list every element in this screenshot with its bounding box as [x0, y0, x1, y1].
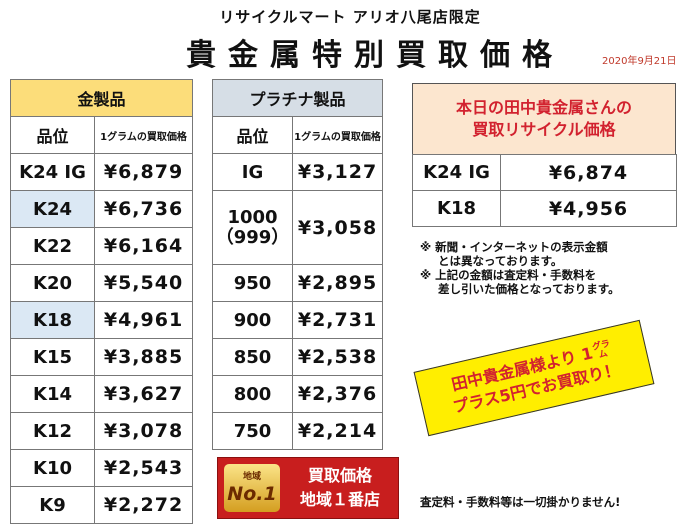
- banner-line1: 買取価格: [307, 466, 372, 485]
- gold-price: ¥2,543: [93, 449, 194, 487]
- platinum-price: ¥2,538: [291, 338, 384, 376]
- table-row: K14 ¥3,627: [10, 375, 194, 413]
- banner-line2: 地域１番店: [299, 490, 380, 509]
- tanaka-title-line1: 本日の田中貴金属さんの: [455, 98, 632, 117]
- gold-table-title: 金製品: [9, 79, 194, 117]
- table-row: K18 ¥4,961: [10, 301, 194, 339]
- platinum-price-table: プラチナ製品 品位 1グラムの買取価格 IG ¥3,127 1000 （999） …: [211, 79, 384, 450]
- gold-price-header: 1グラムの買取価格: [93, 116, 194, 154]
- table-row: 900 ¥2,731: [212, 301, 384, 339]
- page-title: 貴金属特別買取価格: [186, 38, 564, 73]
- tanaka-price: ¥4,956: [500, 190, 677, 227]
- table-row: IG ¥3,127: [212, 153, 384, 191]
- gold-grade: K24: [10, 190, 95, 228]
- platinum-grade-sub: （999）: [215, 226, 290, 248]
- tanaka-price: ¥6,874: [500, 154, 677, 191]
- gold-grade: K22: [10, 227, 95, 265]
- gold-price: ¥6,736: [93, 190, 194, 228]
- gold-price: ¥2,272: [93, 486, 194, 524]
- platinum-price: ¥2,731: [291, 301, 384, 339]
- platinum-grade: IG: [212, 153, 293, 191]
- note-line: とは異なっております。: [438, 254, 563, 268]
- shop-name: リサイクルマート アリオ八尾店限定: [219, 8, 481, 26]
- gram-unit: グラ ム: [591, 339, 614, 362]
- gold-grade: K20: [10, 264, 95, 302]
- platinum-grade: 950: [212, 264, 293, 302]
- gold-price: ¥6,164: [93, 227, 194, 265]
- medal-big-text: No.1: [227, 482, 277, 505]
- gold-grade: K18: [10, 301, 95, 339]
- table-row: K9 ¥2,272: [10, 486, 194, 524]
- gold-price: ¥3,885: [93, 338, 194, 376]
- table-row: K18 ¥4,956: [412, 190, 677, 227]
- tanaka-title-line2: 買取リサイクル価格: [472, 120, 616, 139]
- tanaka-grade: K18: [412, 190, 501, 227]
- table-row: 850 ¥2,538: [212, 338, 384, 376]
- no1-medal-icon: 地域 No.1: [224, 464, 280, 512]
- platinum-grade-header: 品位: [212, 116, 293, 154]
- gold-price: ¥3,627: [93, 375, 194, 413]
- gold-grade-header: 品位: [10, 116, 95, 154]
- gold-grade: K14: [10, 375, 95, 413]
- tanaka-grade: K24 IG: [412, 154, 501, 191]
- table-row: K22 ¥6,164: [10, 227, 194, 265]
- gold-grade: K9: [10, 486, 95, 524]
- platinum-price: ¥3,127: [291, 153, 384, 191]
- footer-note: 査定料・手数料等は一切掛かりません!: [420, 495, 621, 509]
- platinum-grade: 750: [212, 412, 293, 450]
- platinum-grade-cell: 1000 （999）: [212, 190, 293, 265]
- gold-price: ¥4,961: [93, 301, 194, 339]
- table-row: K20 ¥5,540: [10, 264, 194, 302]
- note-line: ※ 新聞・インターネットの表示金額: [420, 240, 608, 254]
- tanaka-box-title: 本日の田中貴金属さんの 買取リサイクル価格: [412, 83, 676, 155]
- medal-small-text: 地域: [242, 471, 261, 482]
- gold-grade: K24 IG: [10, 153, 95, 191]
- table-row: K24 IG ¥6,879: [10, 153, 194, 191]
- gold-grade: K12: [10, 412, 95, 450]
- date-label: 2020年9月21日: [602, 56, 677, 67]
- table-row: 800 ¥2,376: [212, 375, 384, 413]
- table-row: 950 ¥2,895: [212, 264, 384, 302]
- platinum-price: ¥2,895: [291, 264, 384, 302]
- platinum-grade: 900: [212, 301, 293, 339]
- table-row: 750 ¥2,214: [212, 412, 384, 450]
- bonus-badge: 田中貴金属様より 1 グラ ム プラス5円でお買取り！: [413, 319, 655, 437]
- note-line: ※ 上記の金額は査定料・手数料を: [420, 268, 597, 282]
- tanaka-price-table: K24 IG ¥6,874 K18 ¥4,956: [412, 154, 677, 227]
- platinum-grade: 800: [212, 375, 293, 413]
- platinum-price: ¥2,376: [291, 375, 384, 413]
- gold-price: ¥5,540: [93, 264, 194, 302]
- table-row: K12 ¥3,078: [10, 412, 194, 450]
- platinum-grade: 850: [212, 338, 293, 376]
- no1-banner: 地域 No.1 買取価格 地域１番店: [217, 457, 399, 519]
- table-row: 1000 （999） ¥3,058: [212, 190, 384, 265]
- platinum-price: ¥2,214: [291, 412, 384, 450]
- table-row: K24 ¥6,736: [10, 190, 194, 228]
- table-row: K10 ¥2,543: [10, 449, 194, 487]
- platinum-table-title: プラチナ製品: [211, 79, 384, 117]
- platinum-price-header: 1グラムの買取価格: [291, 116, 384, 154]
- note-line: 差し引いた価格となっております。: [438, 282, 620, 296]
- platinum-grade: 1000: [227, 206, 278, 228]
- gold-price: ¥6,879: [93, 153, 194, 191]
- gold-price: ¥3,078: [93, 412, 194, 450]
- platinum-price: ¥3,058: [291, 190, 384, 265]
- gold-grade: K10: [10, 449, 95, 487]
- gold-grade: K15: [10, 338, 95, 376]
- table-row: K24 IG ¥6,874: [412, 154, 677, 191]
- gold-price-table: 金製品 品位 1グラムの買取価格 K24 IG ¥6,879 K24 ¥6,736 …: [9, 79, 194, 524]
- table-row: K15 ¥3,885: [10, 338, 194, 376]
